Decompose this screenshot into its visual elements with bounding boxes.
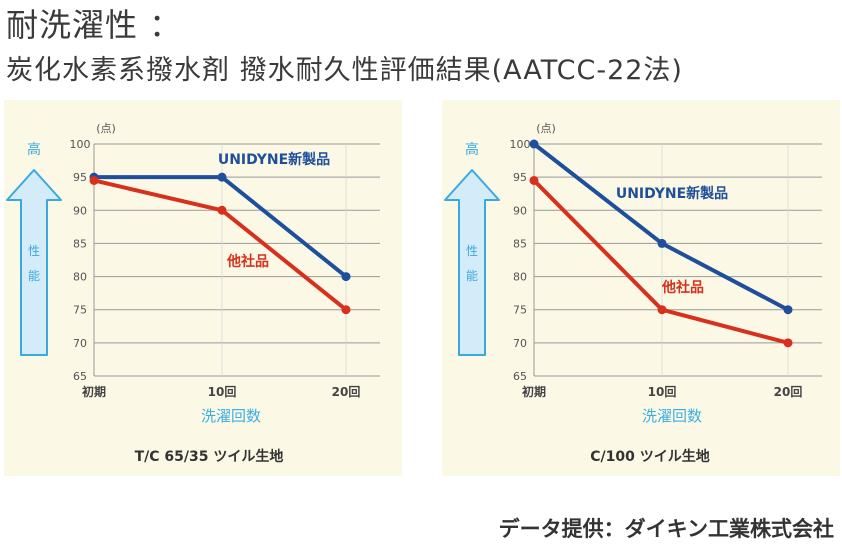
series-line-0: [92, 175, 348, 279]
arrow-label-high: 高: [465, 141, 479, 158]
x-axis-title: 洗濯回数: [201, 407, 261, 425]
series-label-1: 他社品: [226, 253, 269, 270]
y-tick-label: 100: [70, 138, 91, 151]
series-label-0: UNIDYNE新製品: [218, 151, 330, 168]
chart-panel-left: 65 70 75 80 85 90 95 100 初期 10回 20回 (点) 洗濯回数 T/C 65/3…: [4, 100, 402, 476]
x-tick-label: 10回: [648, 385, 677, 399]
x-tick-label: 初期: [82, 384, 106, 399]
data-point: [529, 139, 539, 149]
chart-tc-6535: 65 70 75 80 85 90 95 100 初期 10回 20回 (点) 洗濯回数 T/C 65/3…: [6, 122, 380, 465]
data-point: [657, 305, 667, 315]
y-tick-label: 70: [73, 337, 87, 350]
y-axis-unit-label: (点): [536, 122, 556, 135]
data-point: [89, 175, 99, 185]
y-tick-label: 90: [73, 204, 87, 217]
x-tick-label: 20回: [774, 385, 803, 399]
series-line-1: [532, 178, 790, 345]
y-tick-label: 95: [513, 171, 527, 184]
y-axis-unit-label: (点): [96, 122, 116, 135]
y-tick-label: 95: [73, 171, 87, 184]
y-tick-label: 90: [513, 204, 527, 217]
data-point: [529, 175, 539, 185]
y-tick-label: 100: [510, 138, 531, 151]
chart-subtitle: T/C 65/35 ツイル生地: [135, 448, 284, 465]
x-tick-label: 20回: [332, 385, 361, 399]
series-label-0: UNIDYNE新製品: [616, 185, 728, 202]
data-credit: データ提供：ダイキン工業株式会社: [498, 517, 834, 541]
arrow-label-performance: 性: [466, 244, 478, 258]
y-tick-label: 70: [513, 337, 527, 350]
data-point: [657, 238, 667, 248]
x-tick-label: 10回: [208, 385, 237, 399]
series-label-1: 他社品: [661, 279, 704, 296]
page-subheading: 炭化水素系撥水剤 撥水耐久性評価結果(AATCC-22法): [6, 55, 683, 86]
data-point: [217, 205, 227, 215]
page-heading: 耐洗濯性 ：: [6, 6, 183, 44]
chart-c100: 65 70 75 80 85 90 95 100 初期 10回 20回 (点) 洗濯回数 C/100 ツイ…: [444, 122, 822, 465]
y-tick-label: 65: [513, 370, 527, 383]
arrow-label-performance: 能: [28, 269, 40, 283]
x-axis-title: 洗濯回数: [642, 407, 702, 425]
data-point: [783, 305, 793, 315]
y-tick-label: 65: [73, 370, 87, 383]
y-tick-label: 75: [73, 304, 87, 317]
performance-arrow-icon: [444, 169, 500, 356]
arrow-label-performance: 性: [28, 244, 40, 258]
x-tick-label: 初期: [522, 384, 546, 399]
chart-subtitle: C/100 ツイル生地: [590, 448, 710, 465]
data-point: [341, 272, 351, 282]
y-tick-label: 80: [513, 271, 527, 284]
y-tick-label: 85: [513, 237, 527, 250]
performance-arrow-icon: [6, 169, 62, 356]
arrow-label-performance: 能: [466, 269, 478, 283]
series-line-0: [532, 142, 790, 312]
data-point: [783, 338, 793, 348]
y-tick-label: 80: [73, 271, 87, 284]
data-point: [341, 305, 351, 315]
y-tick-label: 75: [513, 304, 527, 317]
arrow-label-high: 高: [27, 141, 41, 158]
data-point: [217, 172, 227, 182]
y-tick-label: 85: [73, 237, 87, 250]
chart-panel-right: 65 70 75 80 85 90 95 100 初期 10回 20回 (点) 洗濯回数 C/100 ツイ…: [442, 100, 840, 476]
